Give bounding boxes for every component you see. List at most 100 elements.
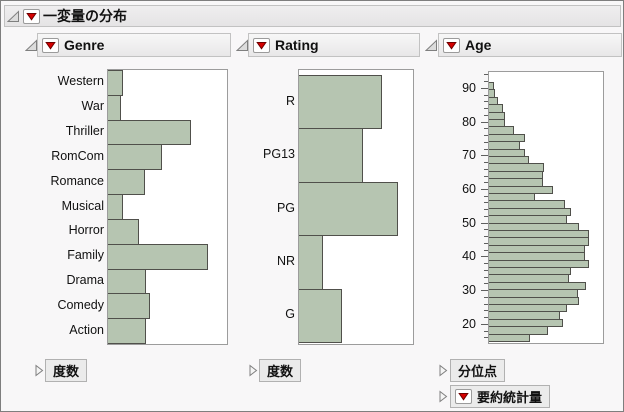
age-minor-tick [484,81,488,83]
rating-bar-PG13[interactable] [299,128,363,183]
age-minor-tick [484,108,488,110]
genre-bar-Thriller[interactable] [108,119,191,146]
age-minor-tick [484,135,488,136]
red-triangle-menu-button[interactable] [23,8,40,24]
disclosure-closed-icon[interactable] [34,364,44,377]
category-label-PG[interactable]: PG [276,200,295,215]
red-triangle-menu-button[interactable] [455,389,472,404]
age-minor-tick [484,296,488,298]
age-major-tick [481,189,488,190]
rating-bar-G[interactable] [299,288,342,343]
age-minor-tick [484,148,488,150]
summary-statistics-button[interactable]: 要約統計量 [450,385,551,408]
age-minor-tick [484,242,488,244]
age-minor-tick [484,74,488,76]
genre-category-labels: Western War Thriller RomCom Romance Musical Ho… [21,69,105,345]
age-tick-label-20: 20 [462,316,476,331]
genre-bar-Horror[interactable] [108,218,139,245]
genre-bar-RomCom[interactable] [108,144,162,171]
age-tick-label-50: 50 [462,215,476,230]
genre-bar-Western[interactable] [108,70,123,96]
panel-title-age: Age [465,37,492,53]
age-bar-34[interactable] [489,333,530,342]
disclosure-open-icon[interactable] [235,39,249,52]
disclosure-open-icon[interactable] [424,39,438,52]
category-label-Western[interactable]: Western [57,74,104,89]
category-label-Comedy[interactable]: Comedy [57,297,104,312]
category-label-RomCom[interactable]: RomCom [51,148,104,163]
genre-bar-Romance[interactable] [108,169,145,196]
age-minor-tick [484,249,488,251]
category-label-PG13[interactable]: PG13 [263,147,295,162]
panel-header-genre: Genre [37,33,231,57]
disclosure-open-icon[interactable] [24,39,38,52]
category-label-NR[interactable]: NR [276,253,295,268]
age-major-tick [481,87,488,89]
genre-bar-Action[interactable] [108,318,146,344]
age-minor-tick [484,114,488,116]
age-major-tick [481,155,488,157]
category-label-Musical[interactable]: Musical [61,198,104,213]
category-label-R[interactable]: R [285,93,295,108]
report-titlebar: 一変量の分布 [4,5,621,27]
summary-statistics-label: 要約統計量 [477,390,543,405]
age-major-tick [481,256,488,258]
age-minor-tick [484,229,488,231]
frequencies-button-rating[interactable]: 度数 [259,359,302,382]
age-minor-tick [484,263,488,265]
age-minor-tick [484,175,488,177]
quantiles-label: 分位点 [458,364,498,379]
age-minor-tick [484,269,488,271]
age-minor-tick [484,317,488,318]
age-tick-label-30: 30 [462,283,476,298]
age-minor-tick [484,330,488,332]
disclosure-closed-icon[interactable] [438,364,448,377]
age-minor-tick [484,236,488,238]
frequencies-button-genre[interactable]: 度数 [45,359,88,382]
age-minor-tick [484,182,488,184]
age-tick-label-40: 40 [462,249,476,264]
genre-bar-Musical[interactable] [108,194,123,220]
category-label-Thriller[interactable]: Thriller [65,124,104,139]
rating-category-labels: R PG13 PG NR G [241,69,295,345]
category-label-Action[interactable]: Action [69,322,104,337]
category-label-Family[interactable]: Family [67,248,104,263]
rating-histogram-plot [298,69,414,345]
age-major-tick [481,222,488,224]
age-minor-tick [484,209,488,211]
category-label-Romance[interactable]: Romance [50,173,105,188]
age-minor-tick [484,94,488,96]
red-triangle-menu-button[interactable] [42,37,59,53]
disclosure-closed-icon[interactable] [438,390,448,403]
age-minor-tick [484,141,488,143]
disclosure-open-icon[interactable] [7,9,20,23]
age-major-tick [481,121,488,123]
panel-title-rating: Rating [275,37,319,53]
age-minor-tick [484,283,488,285]
report-title: 一変量の分布 [43,8,127,24]
category-label-Horror[interactable]: Horror [68,223,104,238]
genre-bar-War[interactable] [108,94,121,121]
genre-bar-Comedy[interactable] [108,293,150,320]
frequencies-label: 度数 [53,364,80,379]
panel-title-genre: Genre [64,37,105,53]
genre-bar-Family[interactable] [108,243,208,270]
red-triangle-menu-button[interactable] [443,37,460,53]
disclosure-closed-icon[interactable] [248,364,258,377]
age-tick-label-60: 60 [462,182,476,196]
quantiles-button[interactable]: 分位点 [450,359,506,382]
category-label-Drama[interactable]: Drama [66,272,104,287]
rating-bar-NR[interactable] [299,235,323,290]
genre-bar-Drama[interactable] [108,268,146,295]
age-major-tick [481,323,488,325]
rating-bar-R[interactable] [299,75,382,130]
age-tick-label-90: 90 [462,80,476,95]
age-minor-tick [484,337,488,339]
rating-bar-PG[interactable] [299,181,398,237]
category-label-War[interactable]: War [81,99,104,114]
age-major-tick [481,290,488,292]
frequencies-label: 度数 [267,364,294,379]
age-minor-tick [484,303,488,305]
category-label-G[interactable]: G [285,307,295,322]
red-triangle-menu-button[interactable] [253,37,270,53]
